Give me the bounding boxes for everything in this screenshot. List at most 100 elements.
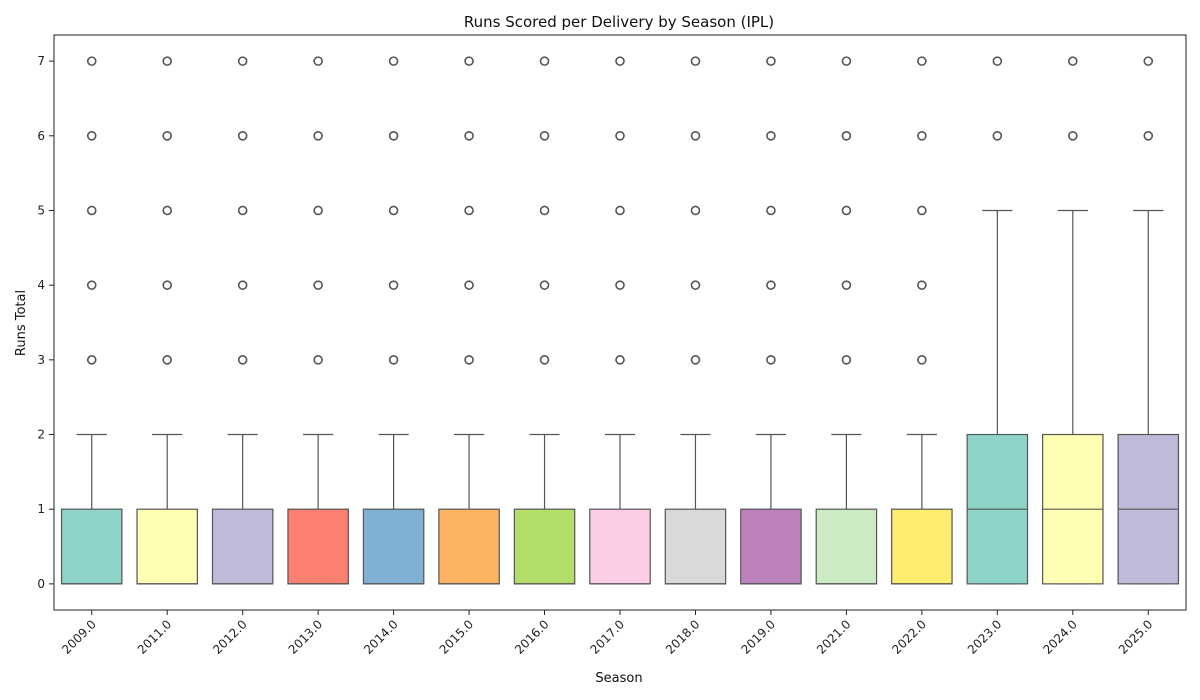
box-group-2023-0 bbox=[966, 56, 1029, 585]
box-group-2022-0 bbox=[891, 56, 953, 585]
outlier-point bbox=[615, 280, 625, 290]
x-tick-label: 2019.0 bbox=[738, 617, 778, 657]
outlier-point bbox=[388, 56, 399, 66]
y-tick-label: 4 bbox=[37, 278, 45, 292]
box-group-2017-0 bbox=[589, 56, 651, 585]
outlier-point bbox=[615, 56, 625, 66]
outlier-point bbox=[86, 131, 97, 141]
box-group-2025-0 bbox=[1117, 56, 1180, 585]
x-tick-label: 2012.0 bbox=[210, 617, 250, 657]
x-tick-label: 2017.0 bbox=[588, 617, 628, 657]
y-axis-label: Runs Total bbox=[14, 290, 29, 356]
outlier-point bbox=[992, 131, 1003, 141]
outlier-point bbox=[841, 205, 852, 216]
outlier-point bbox=[464, 205, 474, 216]
outlier-point bbox=[313, 280, 323, 290]
box-iqr bbox=[815, 508, 878, 585]
outlier-point bbox=[841, 131, 852, 141]
outlier-point bbox=[992, 56, 1003, 66]
plot-frame bbox=[53, 34, 1187, 611]
outlier-point bbox=[690, 131, 701, 141]
box-group-2013-0 bbox=[287, 56, 349, 585]
outlier-point bbox=[464, 131, 474, 141]
outlier-point bbox=[237, 56, 248, 66]
x-tick-label: 2022.0 bbox=[889, 617, 929, 657]
outlier-point bbox=[615, 205, 625, 216]
outlier-point bbox=[162, 355, 172, 365]
outlier-point bbox=[917, 355, 927, 365]
box-iqr bbox=[362, 508, 425, 585]
y-tick-label: 7 bbox=[37, 54, 45, 68]
y-tick-label: 1 bbox=[37, 502, 45, 516]
outlier-point bbox=[162, 205, 172, 216]
box-group-2012-0 bbox=[211, 56, 274, 585]
outlier-point bbox=[539, 355, 550, 365]
outlier-point bbox=[766, 355, 776, 365]
chart-title: Runs Scored per Delivery by Season (IPL) bbox=[464, 13, 774, 31]
outlier-point bbox=[86, 56, 97, 66]
box-group-2024-0 bbox=[1042, 56, 1104, 585]
x-tick-label: 2009.0 bbox=[59, 617, 99, 657]
outlier-point bbox=[690, 56, 701, 66]
x-axis: 2009.0 2011.0 2012.0 2013.0 2014.0 2015.0 2016… bbox=[59, 610, 1155, 657]
box-iqr bbox=[740, 508, 802, 585]
outlier-point bbox=[917, 280, 927, 290]
outlier-point bbox=[313, 355, 323, 365]
x-tick-label: 2024.0 bbox=[1040, 617, 1080, 657]
outlier-point bbox=[237, 355, 248, 365]
box-iqr bbox=[513, 508, 576, 585]
box-iqr bbox=[211, 508, 274, 585]
box-iqr bbox=[287, 508, 349, 585]
x-tick-label: 2018.0 bbox=[663, 617, 703, 657]
box-iqr bbox=[136, 508, 198, 585]
outlier-point bbox=[162, 56, 172, 66]
outlier-point bbox=[86, 205, 97, 216]
outlier-point bbox=[690, 205, 701, 216]
outlier-point bbox=[539, 280, 550, 290]
x-tick-label: 2014.0 bbox=[361, 617, 401, 657]
x-tick-label: 2021.0 bbox=[814, 617, 854, 657]
outlier-point bbox=[313, 205, 323, 216]
box-group-2018-0 bbox=[664, 56, 727, 585]
outlier-point bbox=[313, 56, 323, 66]
outlier-point bbox=[388, 280, 399, 290]
outlier-point bbox=[86, 355, 97, 365]
outlier-point bbox=[388, 205, 399, 216]
x-tick-label: 2025.0 bbox=[1116, 617, 1156, 657]
outlier-point bbox=[766, 280, 776, 290]
y-tick-label: 2 bbox=[37, 428, 45, 442]
box-group-2019-0 bbox=[740, 56, 802, 585]
outlier-point bbox=[766, 205, 776, 216]
outlier-point bbox=[237, 280, 248, 290]
x-tick-label: 2011.0 bbox=[135, 617, 175, 657]
outlier-point bbox=[1143, 56, 1154, 66]
outlier-point bbox=[615, 355, 625, 365]
box-iqr bbox=[589, 508, 651, 585]
outlier-point bbox=[1068, 131, 1078, 141]
outlier-point bbox=[1143, 131, 1154, 141]
y-tick-label: 0 bbox=[37, 577, 45, 591]
outlier-point bbox=[615, 131, 625, 141]
outlier-point bbox=[237, 131, 248, 141]
plot-area bbox=[60, 56, 1180, 585]
outlier-point bbox=[162, 280, 172, 290]
outlier-point bbox=[766, 56, 776, 66]
box-group-2009-0 bbox=[60, 56, 123, 585]
x-tick-label: 2016.0 bbox=[512, 617, 552, 657]
outlier-point bbox=[237, 205, 248, 216]
outlier-point bbox=[539, 131, 550, 141]
box-iqr bbox=[891, 508, 953, 585]
box-iqr bbox=[60, 508, 123, 585]
box-group-2015-0 bbox=[438, 56, 500, 585]
outlier-point bbox=[388, 355, 399, 365]
y-axis: 0 1 2 3 4 5 6 7 bbox=[37, 54, 54, 591]
outlier-point bbox=[690, 355, 701, 365]
box-group-2011-0 bbox=[136, 56, 198, 585]
y-tick-label: 3 bbox=[37, 353, 45, 367]
outlier-point bbox=[917, 131, 927, 141]
box-group-2016-0 bbox=[513, 56, 576, 585]
outlier-point bbox=[917, 56, 927, 66]
x-tick-label: 2015.0 bbox=[437, 617, 477, 657]
outlier-point bbox=[841, 280, 852, 290]
